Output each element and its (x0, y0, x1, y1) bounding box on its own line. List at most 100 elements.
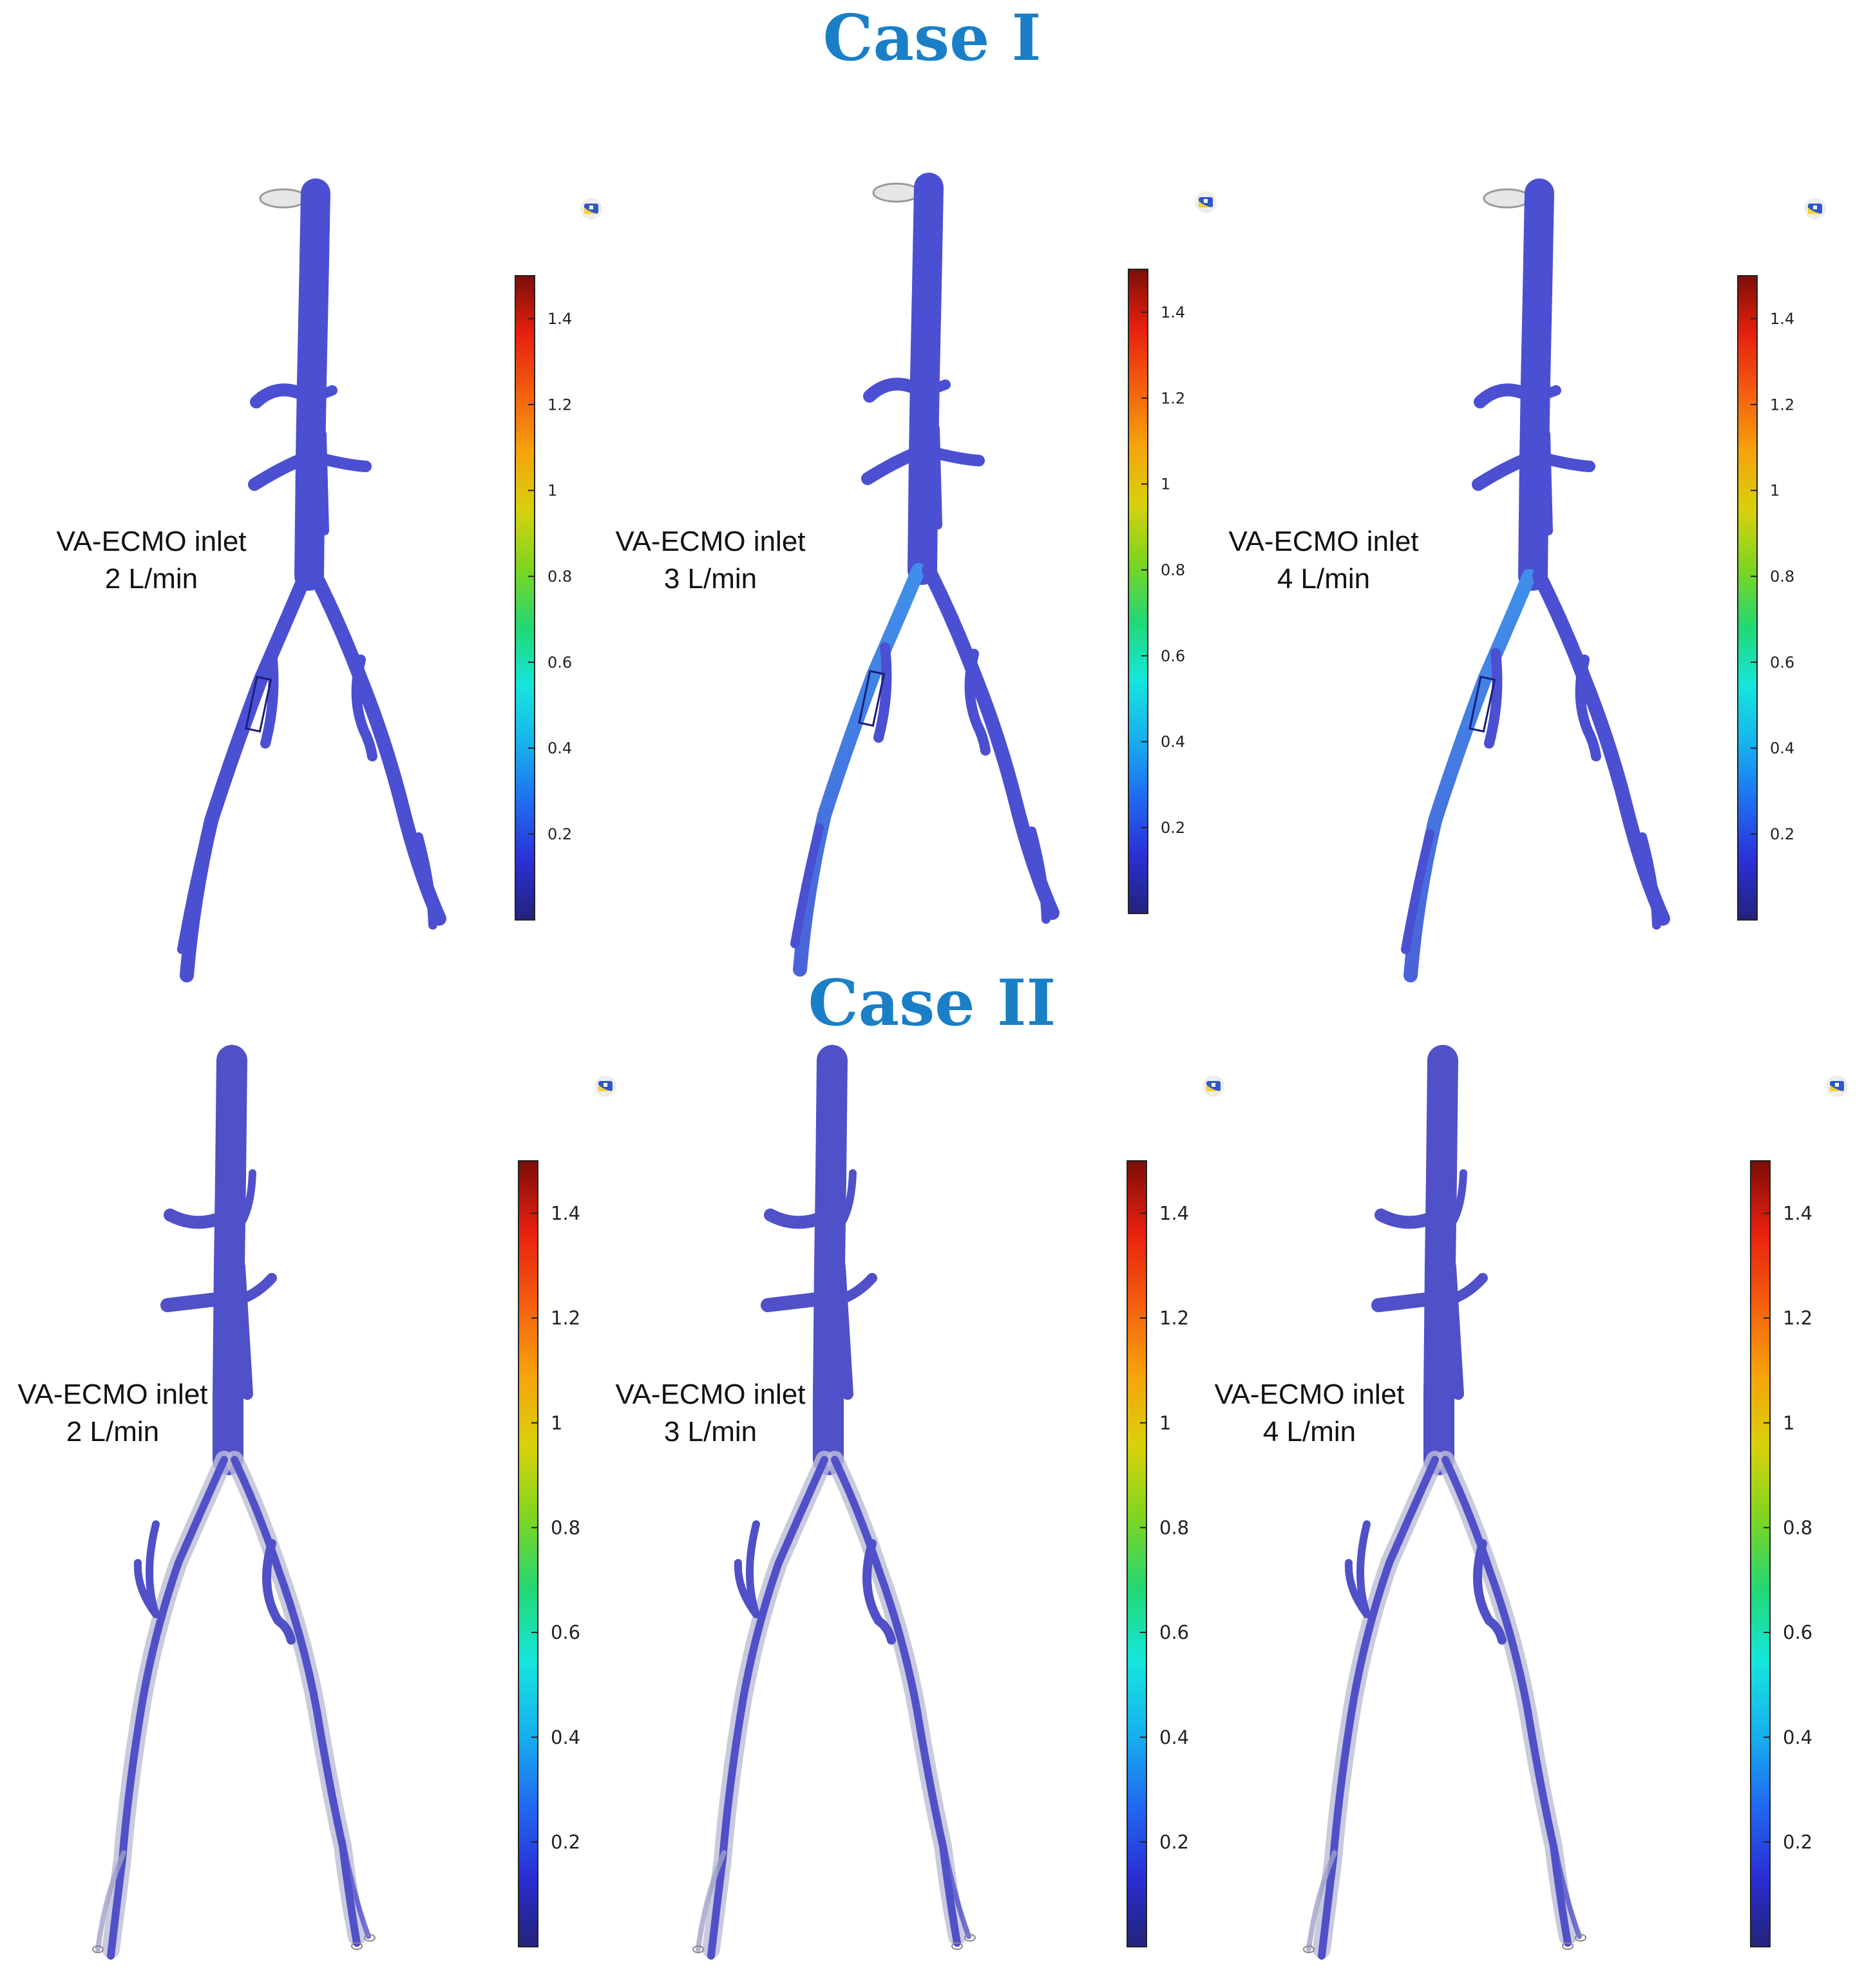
software-logo-icon (580, 198, 602, 220)
colorbar-tick-label: 1.4 (1770, 310, 1794, 328)
renal-artery-right-lower (1540, 453, 1595, 472)
aorta-inlet-cap (1483, 188, 1532, 209)
panel-label-line2: 4 L/min (1277, 563, 1371, 595)
right-branch (1551, 1837, 1582, 1939)
right-iliac-artery (231, 1456, 361, 1947)
colorbar-tick-label: 1 (1783, 1412, 1794, 1434)
panel-label-line1: VA-ECMO inlet (1214, 1379, 1405, 1410)
ecmo-cannula (1469, 675, 1496, 733)
internal-iliac-left (1484, 648, 1503, 749)
renal-artery-right-upper (1449, 1169, 1467, 1225)
internal-iliac-right (351, 655, 377, 761)
right-iliac-artery (831, 1456, 961, 1947)
renal-artery-left-upper (250, 383, 309, 408)
colorbar-tick-label: 1.2 (551, 1307, 580, 1329)
branch-vessel (234, 1261, 253, 1400)
right-branch (414, 832, 437, 930)
software-logo-icon (1826, 1075, 1848, 1097)
internal-iliac-left (1344, 1520, 1371, 1618)
right-iliac-artery (1532, 569, 1670, 926)
ecmo-cannula (858, 669, 886, 727)
colorbar-tick-label: 0.2 (551, 1831, 580, 1853)
colorbar-tick-label: 0.8 (547, 568, 572, 586)
renal-artery-left-lower (1472, 452, 1534, 491)
internal-iliac-left (133, 1520, 160, 1618)
colorbar-tick-label: 0.4 (1770, 740, 1794, 758)
colorbar-tick-label: 0.4 (1159, 1726, 1189, 1748)
renal-artery-right-lower (316, 453, 372, 472)
panel-label-line1: VA-ECMO inlet (615, 526, 806, 557)
colorbar-tick-label: 1.2 (1783, 1307, 1812, 1329)
colorbar-tick-label: 1 (547, 482, 557, 500)
colorbar-tick-label: 1.2 (547, 396, 572, 414)
colorbar: 0.2 0.4 0.6 0.8 1 1.2 1.4 (515, 275, 572, 921)
renal-artery-right-upper (317, 385, 338, 399)
left-iliac-artery (793, 563, 926, 977)
colorbar-tick-label: 0.2 (1159, 1831, 1189, 1853)
vessel-model (1303, 1045, 1586, 1960)
colorbar: 0.2 0.4 0.6 0.8 1 1.2 1.4 (1127, 1160, 1189, 1947)
panel-label-line2: 2 L/min (104, 563, 198, 595)
colorbar-tick-label: 0.4 (547, 740, 572, 758)
internal-iliac-left (260, 648, 279, 749)
vessel-model (692, 1045, 976, 1960)
colorbar-gradient (1128, 269, 1148, 914)
ecmo-cannula (245, 675, 272, 733)
case-2-title: Case II (808, 966, 1056, 1040)
branch-vessel (318, 430, 329, 535)
left-iliac-artery (707, 1456, 828, 1960)
vessel-wall-outline (225, 1451, 366, 1945)
renal-artery-left-lower (861, 446, 924, 485)
vessel-wall-outline (102, 1451, 233, 1958)
branch-vessel (931, 424, 942, 530)
colorbar-tick-label: 0.8 (1770, 568, 1794, 586)
right-branch (1638, 832, 1661, 930)
abdominal-aorta (813, 1045, 848, 1475)
outlet-cap (1575, 1934, 1586, 1942)
software-logo-icon (1804, 198, 1826, 220)
left-iliac-artery (1403, 569, 1536, 982)
vessel-model (177, 178, 446, 982)
left-branch (1306, 1850, 1337, 1952)
colorbar: 0.2 0.4 0.6 0.8 1 1.2 1.4 (1128, 269, 1185, 914)
renal-artery-left-upper (1374, 1209, 1438, 1229)
aorta-inlet-cap (872, 182, 921, 203)
right-iliac-artery (1441, 1456, 1572, 1947)
colorbar: 0.2 0.4 0.6 0.8 1 1.2 1.4 (1750, 1160, 1812, 1947)
panel-label-line1: VA-ECMO inlet (1228, 526, 1419, 557)
panel-label: VA-ECMO inlet 4 L/min (1188, 523, 1459, 598)
colorbar: 0.2 0.4 0.6 0.8 1 1.2 1.4 (1737, 275, 1794, 921)
outlet-cap (1562, 1942, 1574, 1950)
renal-artery-right-upper (930, 379, 951, 394)
vessel-wall-outline (1436, 1451, 1577, 1945)
colorbar-tick-label: 0.6 (1770, 653, 1794, 671)
colorbar-tick-label: 0.8 (551, 1516, 580, 1538)
internal-iliac-right (262, 1539, 296, 1645)
colorbar-tick-label: 0.8 (1161, 561, 1185, 579)
colorbar-tick-label: 0.6 (547, 653, 572, 671)
renal-artery-left-upper (764, 1209, 827, 1229)
colorbar-tick-label: 1.2 (1770, 396, 1794, 414)
colorbar-tick-label: 0.6 (551, 1621, 580, 1643)
vessel-model (1401, 178, 1670, 982)
panel-label: VA-ECMO inlet 4 L/min (1174, 1376, 1445, 1451)
vessel-wall-outline (702, 1451, 833, 1958)
right-branch (1027, 827, 1051, 924)
renal-artery-left-upper (863, 378, 922, 403)
colorbar-gradient (1127, 1160, 1147, 1947)
outlet-cap (1303, 1945, 1315, 1953)
vessel-model (92, 1045, 376, 1960)
colorbar-tick-label: 1 (1770, 482, 1780, 500)
outlet-cap (364, 1934, 376, 1942)
outlet-cap (951, 1942, 963, 1950)
left-iliac-artery (180, 569, 312, 982)
abdominal-aorta (1423, 1045, 1458, 1475)
vessel-model (790, 173, 1060, 977)
panel-label-line1: VA-ECMO inlet (17, 1379, 208, 1410)
panel-label-line2: 2 L/min (66, 1416, 160, 1448)
panel-label: VA-ECMO inlet 3 L/min (575, 523, 846, 598)
internal-iliac-left (734, 1520, 760, 1618)
renal-artery-left-upper (164, 1209, 227, 1229)
colorbar-tick-label: 0.8 (1159, 1516, 1189, 1538)
